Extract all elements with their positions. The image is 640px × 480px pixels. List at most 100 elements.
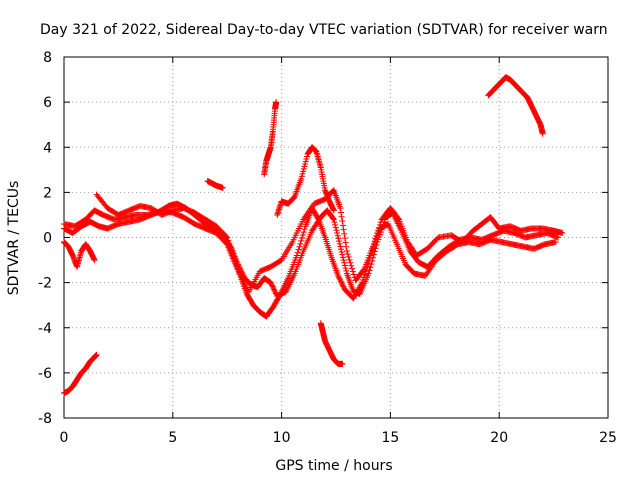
x-tick-label: 20	[490, 430, 508, 446]
data-point-marker	[273, 99, 280, 106]
data-point-marker	[330, 207, 337, 214]
data-point-marker	[339, 280, 346, 287]
data-point-marker	[343, 243, 350, 250]
data-point-marker	[297, 240, 304, 247]
data-point-marker	[298, 237, 305, 244]
data-point-marker	[341, 235, 348, 242]
x-tick-label: 5	[168, 430, 177, 446]
data-point-marker	[376, 224, 383, 231]
data-point-marker	[227, 243, 234, 250]
data-point-marker	[269, 283, 276, 290]
data-point-marker	[336, 238, 343, 245]
data-point-marker	[349, 268, 356, 275]
data-point-marker	[339, 360, 346, 367]
data-point-marker	[268, 280, 275, 287]
data-point-marker	[371, 238, 378, 245]
data-point-marker	[337, 205, 344, 212]
data-point-marker	[91, 257, 98, 264]
data-point-marker	[334, 232, 341, 239]
y-tick-label: 8	[43, 50, 52, 66]
series-hump-11	[274, 144, 337, 218]
series-arc-20	[485, 74, 546, 137]
data-point-marker	[338, 248, 345, 255]
x-tick-label: 10	[273, 430, 291, 446]
data-point-marker	[359, 276, 366, 283]
data-point-marker	[346, 256, 353, 263]
data-point-marker	[334, 229, 341, 236]
y-tick-label: -2	[38, 276, 52, 292]
data-point-marker	[340, 226, 347, 233]
data-point-marker	[301, 226, 308, 233]
data-point-marker	[395, 215, 402, 222]
data-point-marker	[338, 209, 345, 216]
y-tick-label: -4	[38, 321, 52, 337]
x-axis-label: GPS time / hours	[275, 458, 392, 474]
data-point-marker	[552, 239, 559, 246]
data-point-marker	[230, 253, 237, 260]
data-point-marker	[330, 215, 337, 222]
data-point-marker	[332, 224, 339, 231]
data-point-marker	[360, 267, 367, 274]
series-spur-7	[204, 178, 226, 191]
data-point-marker	[559, 229, 566, 236]
data-point-marker	[333, 227, 340, 234]
data-point-marker	[226, 240, 233, 247]
y-axis-label: SDTVAR / TECUs	[6, 181, 22, 296]
data-point-marker	[270, 286, 277, 293]
data-point-marker	[231, 256, 238, 263]
data-point-marker	[335, 274, 342, 281]
data-point-marker	[228, 247, 235, 254]
chart-title: Day 321 of 2022, Sidereal Day-to-day VTE…	[40, 22, 608, 38]
data-point-marker	[336, 275, 343, 282]
data-point-marker	[360, 274, 367, 281]
data-point-marker	[372, 235, 379, 242]
data-point-marker	[339, 254, 346, 261]
data-point-marker	[335, 235, 342, 242]
data-point-marker	[299, 234, 306, 241]
data-point-marker	[374, 229, 381, 236]
data-point-marker	[290, 195, 297, 202]
data-point-marker	[376, 221, 383, 228]
data-point-marker	[331, 219, 338, 226]
data-point-marker	[375, 227, 382, 234]
data-point-marker	[340, 257, 347, 264]
data-point-marker	[342, 239, 349, 246]
data-point-marker	[341, 262, 348, 269]
data-point-marker	[295, 246, 302, 253]
data-point-marker	[347, 259, 354, 266]
data-point-marker	[338, 213, 345, 220]
data-point-marker	[345, 253, 352, 260]
axis-ticks: 0 5 10 15 20 25 -8 -6 -4 -2 0 2 4 6 8	[38, 50, 617, 446]
data-point-marker	[339, 218, 346, 225]
data-point-marker	[359, 279, 366, 286]
series-early-dip	[61, 239, 98, 270]
data-point-marker	[341, 230, 348, 237]
series-spur-9	[261, 99, 280, 178]
data-point-marker	[349, 265, 356, 272]
series-main-c	[93, 187, 566, 295]
data-point-marker	[267, 279, 274, 286]
data-points	[61, 74, 566, 397]
data-point-marker	[332, 221, 339, 228]
data-point-marker	[366, 267, 373, 274]
data-point-marker	[300, 229, 307, 236]
data-point-marker	[337, 276, 344, 283]
data-point-marker	[337, 278, 344, 285]
data-point-marker	[271, 287, 278, 294]
data-point-marker	[229, 250, 236, 257]
data-point-marker	[219, 184, 226, 191]
y-tick-label: -6	[38, 366, 52, 382]
data-point-marker	[299, 232, 306, 239]
data-point-marker	[343, 267, 350, 274]
data-point-marker	[294, 249, 301, 256]
data-point-marker	[340, 283, 347, 290]
y-tick-label: 4	[43, 140, 52, 156]
data-point-marker	[343, 248, 350, 255]
data-point-marker	[339, 282, 346, 289]
data-point-marker	[337, 243, 344, 250]
data-point-marker	[296, 243, 303, 250]
y-tick-label: 6	[43, 95, 52, 111]
data-point-marker	[272, 289, 279, 296]
data-point-marker	[348, 262, 355, 269]
data-point-marker	[341, 259, 348, 266]
